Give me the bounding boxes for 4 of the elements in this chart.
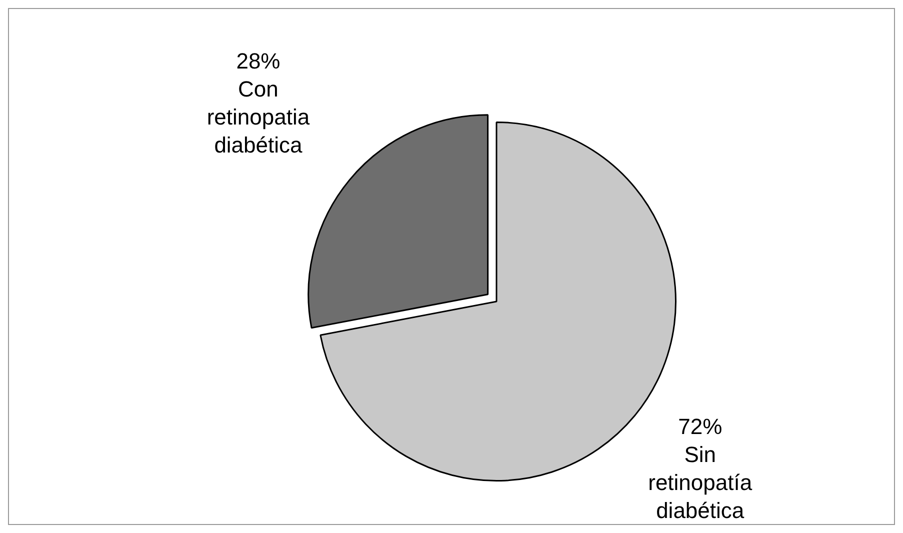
slice-label: Con retinopatia diabética — [206, 76, 310, 158]
data-label: 72% — [678, 414, 722, 439]
slice-label: Sin retinopatía diabética — [648, 442, 753, 523]
data-label: 28% — [236, 48, 280, 74]
